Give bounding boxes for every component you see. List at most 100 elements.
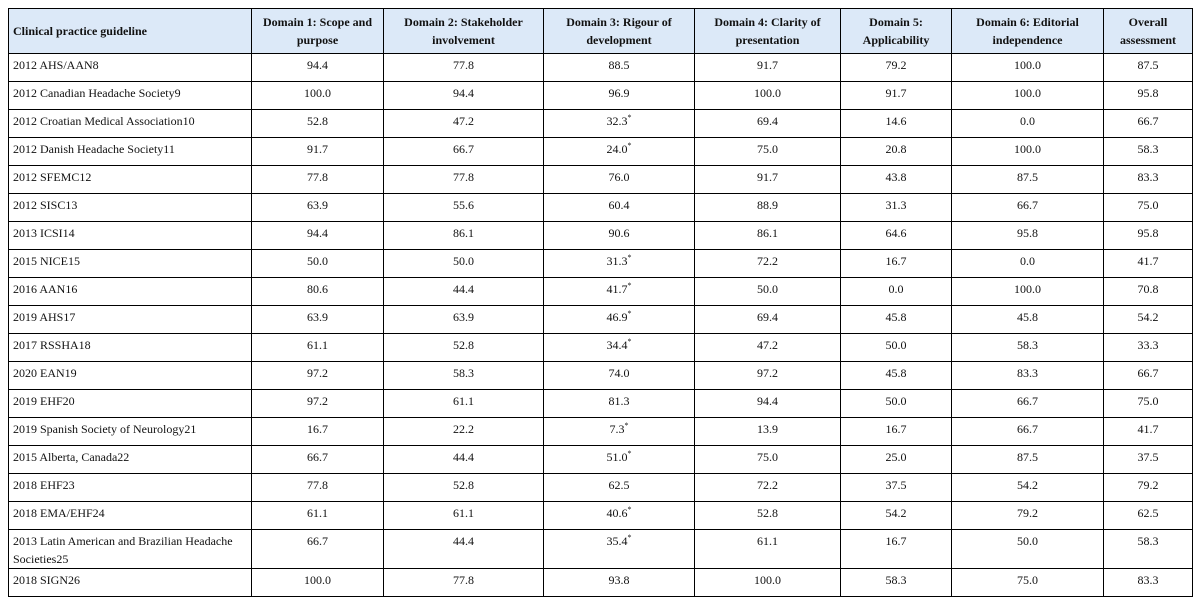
score-cell: 61.1 [251,501,384,530]
score-cell: 94.4 [383,81,544,110]
score-cell: 97.2 [694,361,841,390]
table-row: 2019 EHF20 97.2 61.1 81.3 94.4 50.0 66.7 75.0 [8,389,1193,418]
score-cell: 25.0 [840,445,952,474]
score-footnote: * [627,113,632,122]
header-cell: Domain 6: Editorial independence [951,8,1104,54]
score-value: 40.6 [606,506,628,520]
score-cell: 0.0 [951,249,1104,278]
score-cell: 72.2 [694,473,841,502]
score-cell: 100.0 [694,568,841,597]
score-cell: 52.8 [251,109,384,138]
table-row: 2019 Spanish Society of Neurology21 16.7 2… [8,417,1193,446]
guideline-name: 2013 ICSI14 [8,221,252,250]
guideline-name: 2012 Croatian Medical Association10 [8,109,252,138]
score-cell: 16.7 [251,417,384,446]
guideline-name: 2017 RSSHA18 [8,333,252,362]
score-cell: 37.5 [840,473,952,502]
guideline-name: 2019 Spanish Society of Neurology21 [8,417,252,446]
score-cell: 46.9* [543,305,695,334]
table-body: 2012 AHS/AAN8 94.4 77.8 88.5 91.7 79.2 100.0 87… [8,53,1193,597]
score-cell: 86.1 [694,221,841,250]
table-row: 2017 RSSHA18 61.1 52.8 34.4* 47.2 50.0 58.3 33.… [8,333,1193,362]
score-cell: 80.6 [251,277,384,306]
score-cell: 52.8 [383,473,544,502]
score-cell: 95.8 [1103,81,1193,110]
score-cell: 87.5 [1103,53,1193,82]
score-cell: 63.9 [251,305,384,334]
score-cell: 60.4 [543,193,695,222]
header-cell: Domain 3: Rigour of development [543,8,695,54]
score-cell: 41.7* [543,277,695,306]
score-cell: 94.4 [694,389,841,418]
score-cell: 81.3 [543,389,695,418]
score-cell: 41.7 [1103,417,1193,446]
score-cell: 83.3 [951,361,1104,390]
score-cell: 83.3 [1103,165,1193,194]
score-footnote: * [627,281,632,290]
score-cell: 54.2 [840,501,952,530]
table-row: 2018 EMA/EHF24 61.1 61.1 40.6* 52.8 54.2 79.2 6… [8,501,1193,530]
guideline-name: 2018 EHF23 [8,473,252,502]
score-cell: 63.9 [251,193,384,222]
score-cell: 31.3 [840,193,952,222]
score-value: 35.4 [606,534,628,548]
score-cell: 75.0 [694,137,841,166]
table-row: 2018 EHF23 77.8 52.8 62.5 72.2 37.5 54.2 79.2 [8,473,1193,502]
table-row: 2012 Canadian Headache Society9 100.0 94.4… [8,81,1193,110]
guideline-name: 2016 AAN16 [8,277,252,306]
table-row: 2015 NICE15 50.0 50.0 31.3* 72.2 16.7 0.0 41.7 [8,249,1193,278]
score-cell: 35.4* [543,529,695,569]
score-cell: 88.9 [694,193,841,222]
score-cell: 47.2 [694,333,841,362]
score-cell: 62.5 [543,473,695,502]
table-row: 2012 SISC13 63.9 55.6 60.4 88.9 31.3 66.7 75.0 [8,193,1193,222]
score-footnote: * [627,337,632,346]
score-cell: 77.8 [383,165,544,194]
score-cell: 76.0 [543,165,695,194]
score-cell: 77.8 [383,53,544,82]
score-cell: 51.0* [543,445,695,474]
score-cell: 75.0 [1103,193,1193,222]
score-cell: 100.0 [694,81,841,110]
score-cell: 50.0 [840,389,952,418]
score-cell: 91.7 [694,165,841,194]
score-cell: 74.0 [543,361,695,390]
score-cell: 88.5 [543,53,695,82]
guideline-name: 2015 NICE15 [8,249,252,278]
score-cell: 50.0 [251,249,384,278]
guideline-name: 2018 EMA/EHF24 [8,501,252,530]
guideline-name: 2015 Alberta, Canada22 [8,445,252,474]
score-cell: 91.7 [251,137,384,166]
score-cell: 66.7 [1103,109,1193,138]
score-cell: 0.0 [840,277,952,306]
score-cell: 13.9 [694,417,841,446]
score-cell: 87.5 [951,445,1104,474]
table-row: 2012 Danish Headache Society11 91.7 66.7 24… [8,137,1193,166]
table-row: 2013 ICSI14 94.4 86.1 90.6 86.1 64.6 95.8 95.8 [8,221,1193,250]
table-row: 2018 SIGN26 100.0 77.8 93.8 100.0 58.3 75.0 83.… [8,568,1193,597]
table-row: 2012 Croatian Medical Association10 52.8 4… [8,109,1193,138]
page: Clinical practice guideline Domain 1: Sco… [8,8,1193,597]
score-cell: 77.8 [383,568,544,597]
score-cell: 50.0 [383,249,544,278]
score-cell: 24.0* [543,137,695,166]
score-cell: 100.0 [251,81,384,110]
score-cell: 100.0 [951,81,1104,110]
score-cell: 87.5 [951,165,1104,194]
score-cell: 40.6* [543,501,695,530]
header-cell: Domain 4: Clarity of presentation [694,8,841,54]
score-cell: 31.3* [543,249,695,278]
score-value: 41.7 [606,282,628,296]
score-cell: 58.3 [1103,137,1193,166]
score-value: 7.3 [609,422,625,436]
score-cell: 66.7 [1103,361,1193,390]
score-value: 24.0 [606,142,628,156]
score-cell: 66.7 [951,193,1104,222]
score-cell: 70.8 [1103,277,1193,306]
score-cell: 91.7 [840,81,952,110]
header-cell: Domain 5: Applicability [840,8,952,54]
score-cell: 100.0 [951,53,1104,82]
score-cell: 50.0 [694,277,841,306]
score-cell: 97.2 [251,361,384,390]
score-cell: 47.2 [383,109,544,138]
